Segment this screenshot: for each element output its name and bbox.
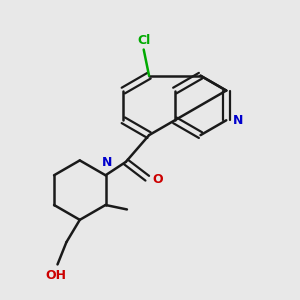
Text: N: N (102, 156, 112, 169)
Text: OH: OH (46, 269, 67, 282)
Text: N: N (233, 114, 243, 127)
Text: O: O (153, 173, 163, 186)
Text: Cl: Cl (137, 34, 150, 46)
